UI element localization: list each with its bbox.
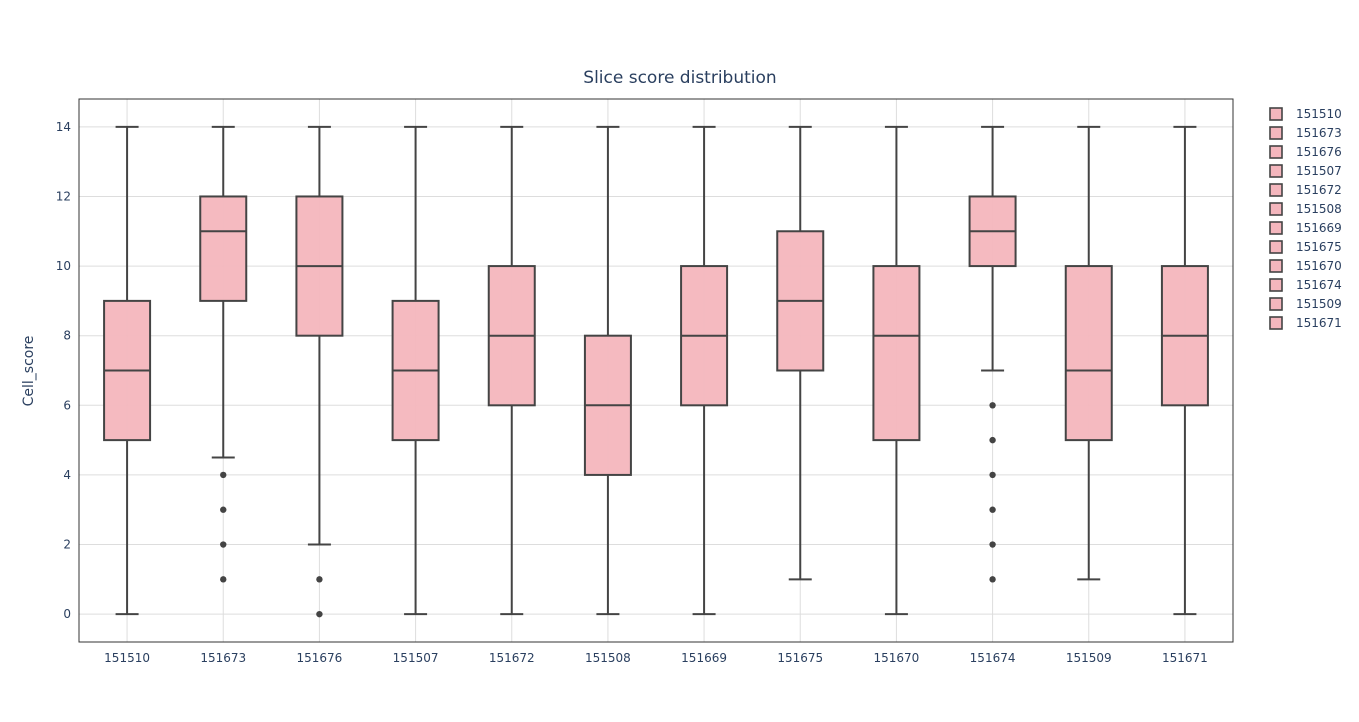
legend-label: 151671 — [1296, 316, 1342, 330]
y-tick-label: 8 — [63, 329, 71, 343]
x-tick-label: 151676 — [297, 651, 343, 665]
legend-label: 151510 — [1296, 107, 1342, 121]
legend-item-151673: 151673 — [1269, 126, 1342, 140]
x-tick-label: 151508 — [585, 651, 631, 665]
box-151671 — [1160, 125, 1209, 616]
chart-title: Slice score distribution — [583, 68, 776, 88]
y-tick-label: 12 — [56, 189, 71, 203]
legend: 151510 151673 151676 151507 151672 151508 1516… — [1269, 107, 1342, 330]
outlier-point — [220, 506, 227, 513]
legend-item-151671: 151671 — [1269, 316, 1342, 330]
outlier-point — [989, 506, 996, 513]
iqr-box — [872, 265, 921, 442]
legend-swatch — [1269, 221, 1283, 235]
x-tick-label: 151671 — [1162, 651, 1208, 665]
legend-swatch — [1269, 145, 1283, 159]
legend-label: 151675 — [1296, 240, 1342, 254]
outlier-point — [220, 471, 227, 479]
legend-swatch — [1269, 107, 1283, 121]
legend-swatch — [1269, 126, 1283, 140]
legend-item-151670: 151670 — [1269, 259, 1342, 273]
legend-label: 151674 — [1296, 278, 1342, 292]
outlier-point — [989, 471, 996, 479]
box-151673 — [199, 125, 248, 583]
y-axis-label: Cell_score — [21, 336, 37, 407]
outlier-point — [220, 576, 227, 583]
x-tick-label: 151670 — [874, 651, 920, 665]
box-151672 — [487, 125, 536, 616]
plot-area: 0 2 4 6 8 10 12 14 151510 151673 151676 151507 15167… — [56, 98, 1234, 665]
box-151670 — [872, 125, 921, 616]
legend-item-151669: 151669 — [1269, 221, 1342, 235]
legend-swatch — [1269, 183, 1283, 197]
x-tick-label: 151673 — [200, 651, 246, 665]
y-tick-label: 4 — [63, 468, 71, 482]
outlier-point — [989, 541, 996, 548]
legend-label: 151507 — [1296, 164, 1342, 178]
y-tick-label: 14 — [56, 120, 71, 134]
legend-label: 151673 — [1296, 126, 1342, 140]
box-151676 — [295, 125, 344, 618]
legend-swatch — [1269, 240, 1283, 254]
y-tick-label: 2 — [63, 538, 71, 552]
x-tick-label: 151510 — [104, 651, 150, 665]
legend-swatch — [1269, 316, 1283, 330]
legend-label: 151669 — [1296, 221, 1342, 235]
outlier-point — [989, 402, 996, 409]
legend-swatch — [1269, 259, 1283, 273]
box-151508 — [583, 125, 632, 616]
y-tick-label: 6 — [63, 398, 71, 412]
legend-item-151672: 151672 — [1269, 183, 1342, 197]
outlier-point — [316, 576, 323, 583]
box-151510 — [103, 125, 152, 616]
legend-item-151676: 151676 — [1269, 145, 1342, 159]
legend-swatch — [1269, 202, 1283, 216]
legend-label: 151508 — [1296, 202, 1342, 216]
legend-label: 151676 — [1296, 145, 1342, 159]
legend-swatch — [1269, 164, 1283, 178]
legend-item-151509: 151509 — [1269, 297, 1342, 311]
box-151507 — [391, 125, 440, 616]
legend-swatch — [1269, 297, 1283, 311]
iqr-box — [1064, 265, 1113, 442]
legend-item-151674: 151674 — [1269, 278, 1342, 292]
x-tick-label: 151669 — [681, 651, 727, 665]
outlier-point — [989, 576, 996, 583]
plot-frame — [78, 98, 1234, 643]
legend-item-151507: 151507 — [1269, 164, 1342, 178]
y-tick-label: 0 — [63, 607, 71, 621]
legend-item-151510: 151510 — [1269, 107, 1342, 121]
x-tick-label: 151672 — [489, 651, 535, 665]
legend-swatch — [1269, 278, 1283, 292]
box-151674 — [968, 125, 1017, 583]
box-151675 — [776, 125, 825, 581]
outlier-point — [220, 541, 227, 548]
x-tick-label: 151674 — [970, 651, 1016, 665]
legend-label: 151670 — [1296, 259, 1342, 273]
legend-label: 151509 — [1296, 297, 1342, 311]
legend-item-151508: 151508 — [1269, 202, 1342, 216]
x-tick-label: 151675 — [777, 651, 823, 665]
iqr-box — [199, 195, 248, 302]
outlier-point — [989, 436, 996, 444]
y-tick-label: 10 — [56, 259, 71, 273]
outlier-point — [316, 610, 323, 618]
legend-label: 151672 — [1296, 183, 1342, 197]
legend-item-151675: 151675 — [1269, 240, 1342, 254]
x-tick-label: 151507 — [393, 651, 439, 665]
box-151509 — [1064, 125, 1113, 581]
box-151669 — [680, 125, 729, 616]
x-tick-label: 151509 — [1066, 651, 1112, 665]
